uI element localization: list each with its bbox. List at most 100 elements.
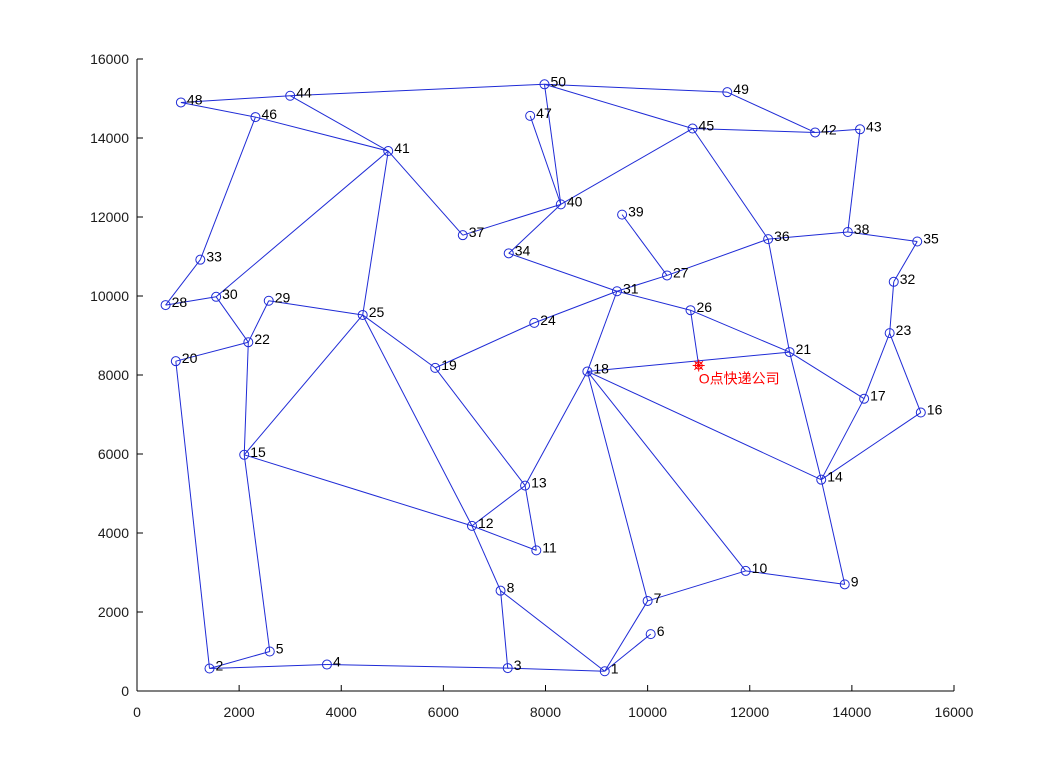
y-tick-label: 4000 — [98, 525, 129, 541]
edge-25-29 — [268, 300, 363, 316]
node-label-23: 23 — [896, 322, 912, 338]
edge-9-10 — [745, 570, 845, 585]
edge-1-3 — [507, 667, 605, 672]
node-label-11: 11 — [542, 539, 557, 555]
node-label-28: 28 — [172, 294, 188, 310]
y-tick-label: 16000 — [90, 51, 129, 67]
node-28 — [160, 300, 171, 311]
x-tick-label: 6000 — [428, 704, 459, 720]
edge-23-17 — [863, 332, 891, 399]
node-3 — [502, 663, 513, 674]
edge-31-27 — [616, 274, 668, 292]
edge-21-14 — [789, 351, 822, 480]
node-label-46: 46 — [261, 106, 277, 122]
node-label-34: 34 — [515, 242, 531, 258]
edge-17-21 — [789, 351, 865, 400]
node-24 — [529, 317, 540, 328]
edge-35-32 — [893, 241, 918, 283]
edge-40-34 — [508, 203, 562, 254]
node-33 — [195, 254, 206, 265]
node-6 — [645, 629, 656, 640]
node-label-43: 43 — [866, 118, 882, 134]
node-label-45: 45 — [699, 118, 715, 134]
node-label-37: 37 — [469, 224, 485, 240]
edge-30-41 — [215, 150, 389, 298]
origin-label: O点快递公司 — [699, 371, 780, 387]
node-label-2: 2 — [216, 657, 224, 673]
node-35 — [912, 236, 923, 247]
edge-40-47 — [529, 115, 562, 205]
node-label-19: 19 — [441, 357, 457, 373]
edge-11-13 — [524, 485, 537, 551]
node-label-22: 22 — [254, 331, 270, 347]
edge-12-11 — [471, 525, 537, 551]
edge-7-1 — [604, 600, 649, 672]
node-8 — [495, 585, 506, 596]
edge-3-8 — [500, 590, 509, 669]
edge-7-18 — [586, 371, 649, 602]
node-48 — [175, 97, 186, 108]
node-label-9: 9 — [851, 573, 859, 589]
node-label-42: 42 — [821, 121, 837, 137]
y-tick-label: 2000 — [98, 604, 129, 620]
node-14 — [816, 474, 827, 485]
node-label-38: 38 — [854, 221, 870, 237]
node-26 — [685, 305, 696, 316]
edge-10-18 — [586, 371, 747, 572]
edge-16-14 — [820, 412, 922, 481]
origin-marker — [692, 359, 705, 372]
edge-19-24 — [434, 322, 535, 369]
edge-46-41 — [255, 116, 389, 152]
x-tick-label: 10000 — [628, 704, 667, 720]
edge-44-50 — [290, 83, 545, 97]
node-label-16: 16 — [927, 402, 943, 418]
node-label-15: 15 — [250, 444, 266, 460]
edge-13-19 — [434, 367, 526, 486]
edge-28-33 — [165, 259, 201, 306]
edge-5-15 — [243, 454, 271, 652]
edge-12-15 — [244, 454, 473, 527]
edge-3-4 — [326, 664, 508, 669]
node-label-49: 49 — [733, 81, 749, 97]
x-tick-label: 12000 — [730, 704, 769, 720]
edge-22-30 — [215, 296, 249, 343]
node-label-35: 35 — [923, 230, 939, 246]
edge-10-7 — [647, 570, 746, 602]
edge-26-21 — [690, 309, 790, 353]
node-9 — [839, 579, 850, 590]
node-16 — [915, 407, 926, 418]
x-tick-label: 8000 — [530, 704, 561, 720]
edge-26-O — [690, 310, 700, 366]
edge-15-22 — [243, 342, 249, 455]
node-label-33: 33 — [206, 249, 222, 265]
edge-29-22 — [247, 300, 270, 343]
edge-19-25 — [362, 314, 436, 369]
edge-30-28 — [165, 296, 217, 306]
y-tick-label: 14000 — [90, 130, 129, 146]
node-27 — [662, 270, 673, 281]
node-18 — [582, 366, 593, 377]
node-17 — [859, 393, 870, 404]
node-10 — [740, 565, 751, 576]
node-12 — [466, 520, 477, 531]
node-37 — [457, 230, 468, 241]
edge-33-46 — [199, 116, 256, 260]
node-2 — [204, 663, 215, 674]
edge-27-39 — [621, 214, 668, 276]
node-34 — [503, 248, 514, 259]
edge-36-21 — [767, 239, 791, 353]
edge-14-9 — [820, 479, 846, 585]
edge-1-8 — [500, 590, 606, 672]
node-42 — [810, 127, 821, 138]
axes: 0 2000 4000 6000 8000 10000 12000 14000 16000020… — [90, 51, 974, 720]
node-31 — [611, 286, 622, 297]
edge-42-43 — [815, 128, 861, 133]
node-label-25: 25 — [369, 304, 385, 320]
edge-25-41 — [362, 150, 389, 316]
edge-4-2 — [209, 664, 327, 669]
y-tick-label: 0 — [121, 683, 129, 699]
edge-41-44 — [289, 95, 389, 152]
node-label-30: 30 — [222, 286, 238, 302]
edge-20-22 — [175, 341, 249, 362]
